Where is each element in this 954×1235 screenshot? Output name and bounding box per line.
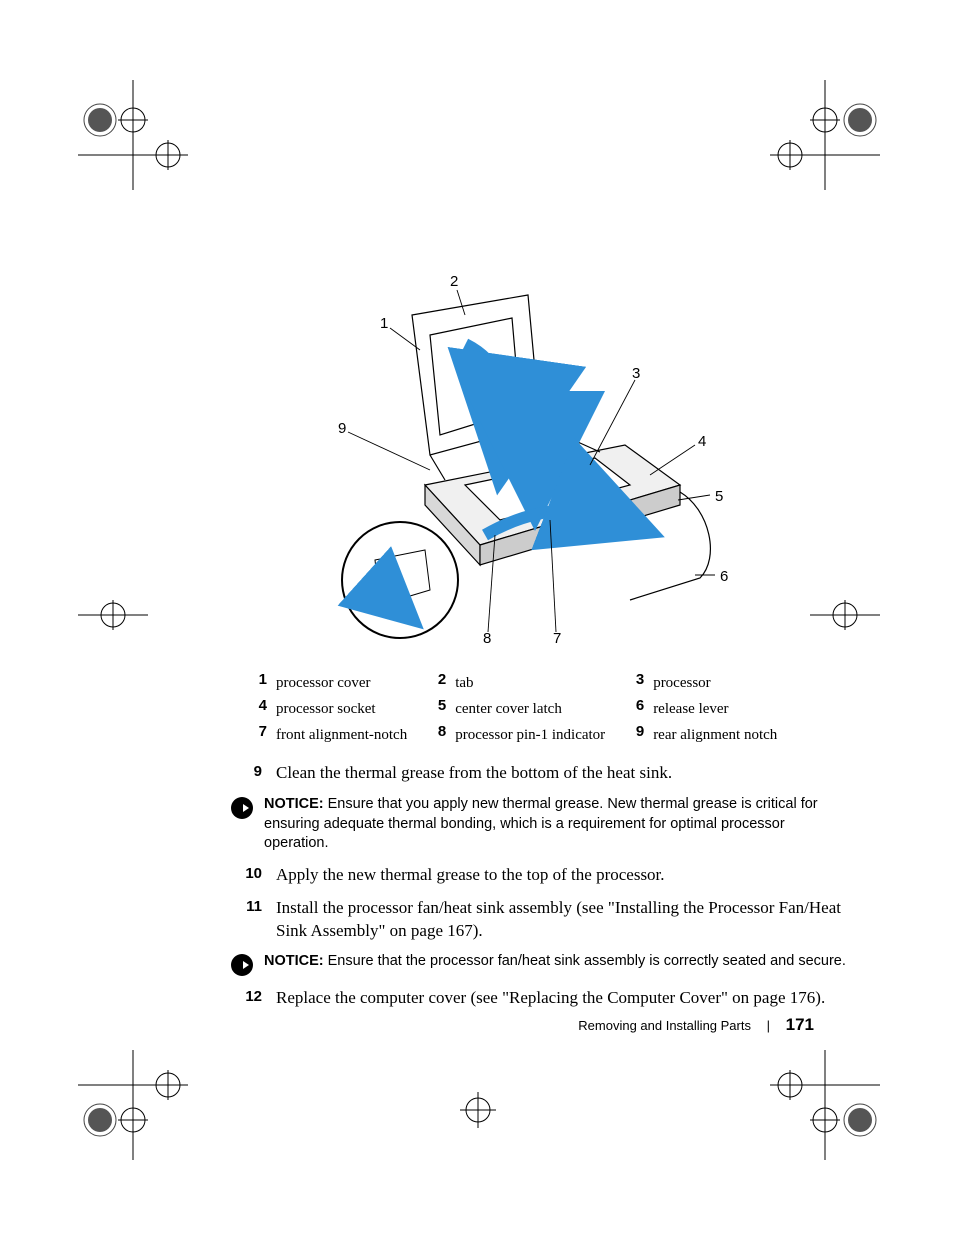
notice-label: NOTICE: (264, 953, 324, 969)
notice-text: NOTICE: Ensure that the processor fan/he… (264, 952, 850, 977)
registration-mark-bottom-center (448, 1080, 508, 1140)
callout-4: 4 (698, 433, 706, 450)
legend-num: 5 (429, 696, 454, 722)
step-text: Apply the new thermal grease to the top … (276, 864, 850, 887)
legend-label: center cover latch (454, 696, 627, 722)
notice-text: NOTICE: Ensure that you apply new therma… (264, 795, 850, 854)
callout-2: 2 (450, 273, 458, 290)
step-number: 9 (230, 762, 276, 785)
processor-diagram: 1 2 3 4 5 6 7 8 9 (280, 260, 740, 650)
legend-label: front alignment-notch (275, 722, 429, 748)
registration-mark-bottom-left (78, 1050, 188, 1160)
legend-label: rear alignment notch (652, 722, 799, 748)
legend-num: 2 (429, 670, 454, 696)
registration-mark-top-left (78, 80, 188, 190)
registration-mark-bottom-right (770, 1050, 880, 1160)
notice-thermal-grease: NOTICE: Ensure that you apply new therma… (230, 795, 850, 854)
callout-9: 9 (338, 420, 346, 437)
callout-5: 5 (715, 488, 723, 505)
notice-arrow-icon (230, 953, 254, 977)
section-title: Removing and Installing Parts (578, 1018, 751, 1033)
legend-num: 7 (250, 722, 275, 748)
legend-label: processor pin-1 indicator (454, 722, 627, 748)
legend-label: processor socket (275, 696, 429, 722)
page-content: 1 2 3 4 5 6 7 8 9 1 processor cover 2 ta… (230, 260, 850, 1020)
registration-mark-top-right (770, 80, 880, 190)
step-text: Replace the computer cover (see "Replaci… (276, 987, 850, 1010)
legend-num: 3 (627, 670, 652, 696)
diagram-legend: 1 processor cover 2 tab 3 processor 4 pr… (250, 670, 799, 748)
callout-7: 7 (553, 630, 561, 647)
legend-num: 6 (627, 696, 652, 722)
legend-num: 9 (627, 722, 652, 748)
step-number: 11 (230, 897, 276, 943)
legend-label: processor cover (275, 670, 429, 696)
notice-label: NOTICE: (264, 796, 324, 812)
step-12: 12 Replace the computer cover (see "Repl… (230, 987, 850, 1010)
legend-num: 1 (250, 670, 275, 696)
legend-num: 4 (250, 696, 275, 722)
callout-6: 6 (720, 568, 728, 585)
manual-page: 1 2 3 4 5 6 7 8 9 1 processor cover 2 ta… (0, 0, 954, 1235)
page-footer: Removing and Installing Parts | 171 (578, 1015, 814, 1035)
step-number: 10 (230, 864, 276, 887)
registration-mark-mid-left (78, 590, 148, 640)
legend-num: 8 (429, 722, 454, 748)
step-11: 11 Install the processor fan/heat sink a… (230, 897, 850, 943)
notice-body: Ensure that you apply new thermal grease… (264, 796, 818, 851)
legend-label: tab (454, 670, 627, 696)
step-10: 10 Apply the new thermal grease to the t… (230, 864, 850, 887)
callout-1: 1 (380, 315, 388, 332)
legend-label: processor (652, 670, 799, 696)
page-number: 171 (786, 1015, 814, 1034)
step-text: Clean the thermal grease from the bottom… (276, 762, 850, 785)
legend-label: release lever (652, 696, 799, 722)
notice-seated: NOTICE: Ensure that the processor fan/he… (230, 952, 850, 977)
step-9: 9 Clean the thermal grease from the bott… (230, 762, 850, 785)
step-number: 12 (230, 987, 276, 1010)
notice-body: Ensure that the processor fan/heat sink … (324, 953, 846, 969)
footer-separator: | (755, 1018, 782, 1033)
callout-3: 3 (632, 365, 640, 382)
step-text: Install the processor fan/heat sink asse… (276, 897, 850, 943)
procedure-steps: 9 Clean the thermal grease from the bott… (230, 762, 850, 1010)
callout-8: 8 (483, 630, 491, 647)
notice-arrow-icon (230, 796, 254, 820)
